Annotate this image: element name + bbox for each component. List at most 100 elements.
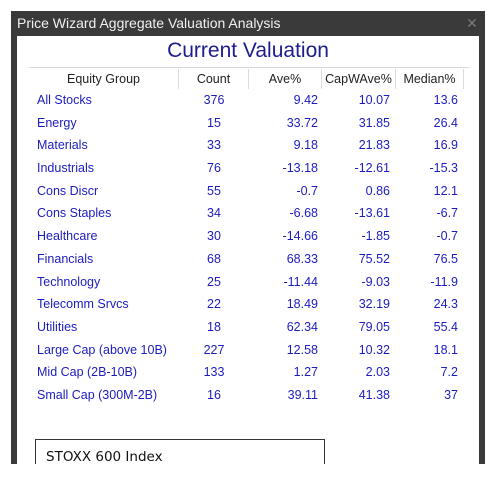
cell-equity-group: Large Cap (above 10B) xyxy=(37,342,167,357)
cell-capwave: 32.19 xyxy=(358,297,390,312)
column-header-count[interactable]: Count xyxy=(179,69,249,89)
cell-ave: -13.18 xyxy=(282,161,318,176)
cell-ave: 33.72 xyxy=(286,115,318,130)
table-row[interactable]: All Stocks 376 9.42 10.07 13.6 xyxy=(29,89,469,112)
cell-count: 76 xyxy=(207,161,221,176)
cell-equity-group: Small Cap (300M-2B) xyxy=(37,387,158,402)
cell-capwave: 21.83 xyxy=(358,138,390,153)
cell-equity-group: Utilities xyxy=(37,319,78,334)
heading-divider xyxy=(29,67,469,68)
cell-equity-group: Cons Staples xyxy=(37,206,112,221)
column-header-capwave[interactable]: CapWAve% xyxy=(322,69,396,89)
cell-ave: -6.68 xyxy=(289,206,319,221)
table-row[interactable]: Financials 68 68.33 75.52 76.5 xyxy=(29,248,469,271)
close-icon[interactable]: ✕ xyxy=(466,15,478,31)
cell-count: 18 xyxy=(207,319,221,334)
cell-median: -0.7 xyxy=(436,229,458,244)
table-row[interactable]: Utilities 18 62.34 79.05 55.4 xyxy=(29,316,469,339)
column-header-median[interactable]: Median% xyxy=(396,69,464,89)
table-row[interactable]: Technology 25 -11.44 -9.03 -11.9 xyxy=(29,271,469,294)
page-title: Current Valuation xyxy=(167,39,329,62)
cell-equity-group: Financials xyxy=(37,251,94,266)
cell-median: -15.3 xyxy=(429,161,459,176)
cell-median: -6.7 xyxy=(436,206,458,221)
table-row[interactable]: Industrials 76 -13.18 -12.61 -15.3 xyxy=(29,157,469,180)
cell-ave: 9.18 xyxy=(293,138,318,153)
cell-equity-group: Technology xyxy=(37,274,101,289)
cell-capwave: 79.05 xyxy=(358,319,390,334)
column-header-equity-group[interactable]: Equity Group xyxy=(29,69,179,89)
valuation-window: Price Wizard Aggregate Valuation Analysi… xyxy=(11,11,485,464)
table-body: All Stocks 376 9.42 10.07 13.6 Energy 15 33.72 3… xyxy=(29,89,469,407)
index-label: STOXX 600 Index xyxy=(46,449,163,464)
cell-count: 30 xyxy=(207,229,221,244)
cell-ave: -0.7 xyxy=(296,183,318,198)
cell-ave: -11.44 xyxy=(283,274,318,289)
cell-capwave: -1.85 xyxy=(361,229,391,244)
cell-ave: -14.66 xyxy=(282,229,318,244)
cell-equity-group: Mid Cap (2B-10B) xyxy=(37,365,138,380)
table-row[interactable]: Mid Cap (2B-10B) 133 1.27 2.03 7.2 xyxy=(29,361,469,384)
cell-median: 55.4 xyxy=(433,319,458,334)
cell-count: 227 xyxy=(203,342,225,357)
cell-count: 376 xyxy=(203,93,225,107)
client-area: Current Valuation Equity Group Count Ave… xyxy=(17,36,479,464)
cell-capwave: 31.85 xyxy=(358,115,390,130)
cell-count: 15 xyxy=(207,115,221,130)
cell-capwave: -9.03 xyxy=(361,274,391,289)
cell-median: 26.4 xyxy=(433,115,458,130)
title-bar[interactable]: Price Wizard Aggregate Valuation Analysi… xyxy=(11,11,485,36)
cell-equity-group: All Stocks xyxy=(37,93,92,107)
cell-equity-group: Cons Discr xyxy=(37,183,99,198)
index-box: STOXX 600 Index xyxy=(35,439,325,464)
cell-median: 37 xyxy=(444,387,458,402)
cell-count: 55 xyxy=(207,183,221,198)
cell-capwave: 2.03 xyxy=(365,365,390,380)
cell-count: 16 xyxy=(207,387,221,402)
window-title: Price Wizard Aggregate Valuation Analysi… xyxy=(17,15,281,31)
cell-median: 13.6 xyxy=(433,93,458,107)
cell-median: 18.1 xyxy=(433,342,458,357)
cell-ave: 68.33 xyxy=(286,251,318,266)
cell-count: 34 xyxy=(207,206,221,221)
table-row[interactable]: Large Cap (above 10B) 227 12.58 10.32 18.1 xyxy=(29,339,469,362)
cell-median: 76.5 xyxy=(433,251,458,266)
cell-ave: 18.49 xyxy=(286,297,318,312)
table-row[interactable]: Materials 33 9.18 21.83 16.9 xyxy=(29,134,469,157)
cell-equity-group: Healthcare xyxy=(37,229,98,244)
cell-median: 24.3 xyxy=(433,297,458,312)
table-row[interactable]: Small Cap (300M-2B) 16 39.11 41.38 37 xyxy=(29,384,469,407)
cell-ave: 39.11 xyxy=(287,387,318,402)
cell-count: 25 xyxy=(207,274,221,289)
cell-equity-group: Energy xyxy=(37,115,77,130)
cell-capwave: 75.52 xyxy=(358,251,390,266)
cell-capwave: -13.61 xyxy=(354,206,390,221)
table-header: Equity Group Count Ave% CapWAve% Median% xyxy=(29,69,469,89)
table-row[interactable]: Cons Discr 55 -0.7 0.86 12.1 xyxy=(29,180,469,203)
cell-capwave: 41.38 xyxy=(358,387,390,402)
cell-equity-group: Telecomm Srvcs xyxy=(37,297,129,312)
cell-ave: 1.27 xyxy=(293,365,318,380)
cell-equity-group: Industrials xyxy=(37,161,94,176)
cell-capwave: 10.32 xyxy=(358,342,390,357)
column-header-ave[interactable]: Ave% xyxy=(249,69,322,89)
cell-capwave: -12.61 xyxy=(354,161,390,176)
cell-count: 33 xyxy=(207,138,221,153)
cell-count: 133 xyxy=(203,365,225,380)
cell-ave: 62.34 xyxy=(286,319,318,334)
table-row[interactable]: Energy 15 33.72 31.85 26.4 xyxy=(29,112,469,135)
cell-count: 22 xyxy=(207,297,221,312)
cell-capwave: 10.07 xyxy=(358,93,390,107)
cell-equity-group: Materials xyxy=(37,138,88,153)
cell-ave: 9.42 xyxy=(293,93,318,107)
cell-ave: 12.58 xyxy=(286,342,318,357)
table-row[interactable]: Healthcare 30 -14.66 -1.85 -0.7 xyxy=(29,225,469,248)
cell-median: -11.9 xyxy=(430,274,458,289)
valuation-table: Equity Group Count Ave% CapWAve% Median%… xyxy=(29,69,469,407)
cell-median: 7.2 xyxy=(440,365,458,380)
table-row[interactable]: Telecomm Srvcs 22 18.49 32.19 24.3 xyxy=(29,293,469,316)
cell-median: 16.9 xyxy=(433,138,458,153)
table-row[interactable]: Cons Staples 34 -6.68 -13.61 -6.7 xyxy=(29,202,469,225)
cell-count: 68 xyxy=(207,251,221,266)
cell-capwave: 0.86 xyxy=(365,183,390,198)
